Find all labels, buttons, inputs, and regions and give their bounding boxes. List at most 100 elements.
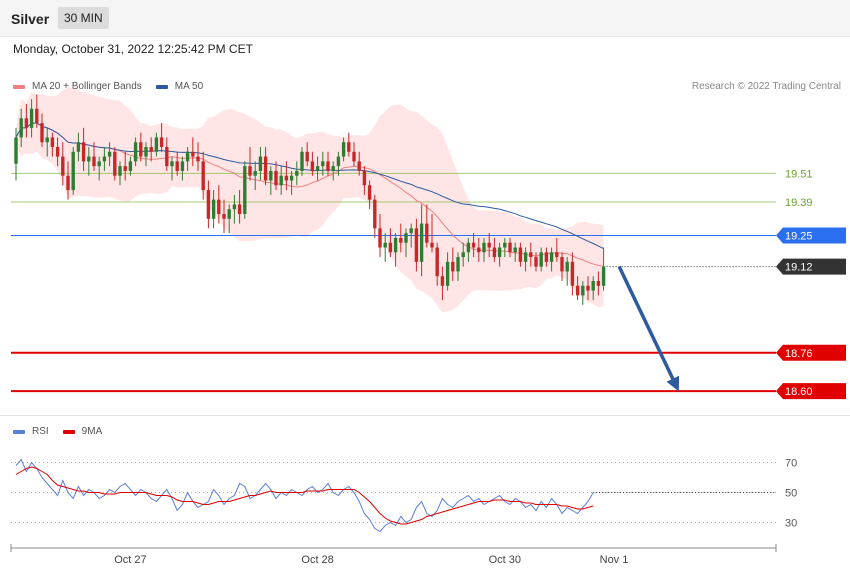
level-badge-4 xyxy=(776,344,846,361)
candle-100 xyxy=(534,252,538,272)
candle-92 xyxy=(492,237,497,262)
candle-68 xyxy=(367,180,372,210)
candle-body-60 xyxy=(326,161,330,171)
rsi-series-0 xyxy=(15,458,594,533)
candle-body-101 xyxy=(539,252,543,267)
candle-45 xyxy=(248,147,252,181)
candle-body-32 xyxy=(180,161,185,171)
candle-body-48 xyxy=(263,156,268,181)
bollinger-band xyxy=(16,86,604,313)
candle-body-73 xyxy=(393,237,398,253)
candle-95 xyxy=(508,237,512,258)
legend-swatch-9ma xyxy=(62,429,75,434)
candle-body-89 xyxy=(477,247,481,253)
legend-label-9ma: 9MA xyxy=(81,426,103,437)
candle-14 xyxy=(87,147,91,176)
candle-body-92 xyxy=(492,247,497,258)
legend-item-rsi: RSI xyxy=(13,426,49,437)
candle-36 xyxy=(201,151,205,200)
candle-body-25 xyxy=(144,147,148,157)
candle-body-93 xyxy=(497,247,502,258)
candle-body-7 xyxy=(50,137,55,147)
candle-26 xyxy=(149,137,153,162)
candle-body-53 xyxy=(289,175,294,181)
candle-body-21 xyxy=(123,166,127,171)
candle-body-34 xyxy=(191,151,195,157)
candle-body-109 xyxy=(581,285,585,296)
level-badge-3 xyxy=(776,258,846,275)
candle-49 xyxy=(269,166,273,195)
candle-body-0 xyxy=(14,137,18,164)
candle-50 xyxy=(274,161,278,191)
candle-24 xyxy=(139,132,143,162)
candle-0 xyxy=(14,127,18,181)
candle-body-30 xyxy=(170,161,174,167)
instrument-name: Silver xyxy=(11,11,50,27)
candle-body-112 xyxy=(596,281,601,286)
candle-body-74 xyxy=(399,237,403,243)
rsi-legend: RSI 9MA xyxy=(13,426,116,437)
candle-42 xyxy=(232,194,237,224)
candle-31 xyxy=(175,151,179,176)
candle-1 xyxy=(19,108,23,147)
candle-body-11 xyxy=(71,151,75,191)
candle-40 xyxy=(222,199,226,234)
candle-body-15 xyxy=(92,156,96,167)
candle-109 xyxy=(581,281,585,305)
candle-body-86 xyxy=(461,252,465,258)
time-label-2: Oct 30 xyxy=(489,554,521,566)
candle-16 xyxy=(97,156,101,181)
candle-10 xyxy=(66,161,70,200)
candle-body-27 xyxy=(154,137,159,152)
candle-body-37 xyxy=(206,190,211,219)
candle-29 xyxy=(165,137,169,171)
candle-body-67 xyxy=(362,170,367,186)
candle-body-96 xyxy=(513,247,517,253)
panel-divider xyxy=(0,415,850,416)
candle-84 xyxy=(451,247,455,281)
candle-87 xyxy=(466,237,471,262)
candle-body-88 xyxy=(471,242,476,248)
level-badge-2 xyxy=(776,227,846,244)
candle-46 xyxy=(253,161,257,191)
candle-body-70 xyxy=(378,228,382,248)
candle-57 xyxy=(310,151,315,176)
candle-body-64 xyxy=(347,142,351,152)
candle-body-1 xyxy=(19,118,23,138)
candle-71 xyxy=(383,233,387,262)
forecast-arrow xyxy=(617,265,680,392)
candle-67 xyxy=(362,166,367,195)
candle-17 xyxy=(102,147,107,171)
timeframe-selector[interactable]: 30 MIN xyxy=(58,7,109,29)
candle-body-28 xyxy=(159,137,164,147)
candle-body-17 xyxy=(102,156,107,162)
legend-swatch-bollinger xyxy=(13,84,25,89)
candle-body-94 xyxy=(503,242,507,248)
candle-110 xyxy=(586,276,590,301)
candle-body-99 xyxy=(529,252,533,258)
candle-body-105 xyxy=(560,257,564,272)
candle-64 xyxy=(347,132,351,157)
candle-body-33 xyxy=(185,151,190,162)
copyright-notice: Research © 2022 Trading Central xyxy=(691,81,841,92)
legend-swatch-rsi xyxy=(13,429,25,434)
candle-60 xyxy=(326,151,330,176)
candle-body-103 xyxy=(549,252,554,262)
top-bar: Silver 30 MIN xyxy=(0,0,850,37)
candle-body-41 xyxy=(227,209,231,219)
candle-47 xyxy=(258,147,263,181)
legend-item-9ma: 9MA xyxy=(62,426,103,437)
candle-34 xyxy=(191,137,195,167)
level-badge-5 xyxy=(776,383,846,400)
candle-body-10 xyxy=(66,175,70,191)
candle-body-82 xyxy=(440,276,445,286)
candle-body-43 xyxy=(237,204,242,214)
legend-item-ma50: MA 50 xyxy=(155,81,203,92)
candle-8 xyxy=(55,137,60,167)
candle-body-102 xyxy=(544,252,549,262)
candle-body-57 xyxy=(310,161,315,171)
candle-21 xyxy=(123,151,127,181)
candle-body-18 xyxy=(107,151,112,157)
candle-7 xyxy=(50,132,55,157)
